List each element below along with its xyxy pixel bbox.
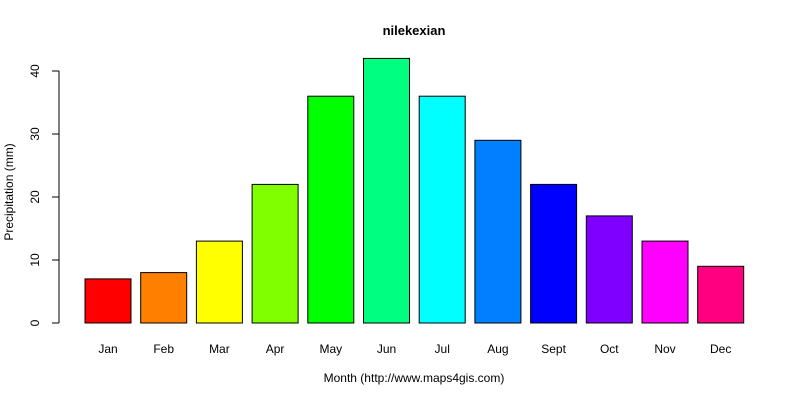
y-tick-label: 40 bbox=[28, 64, 42, 78]
x-tick-label: Aug bbox=[487, 342, 508, 356]
y-axis-label: Precipitation (mm) bbox=[2, 143, 16, 240]
x-tick-label: May bbox=[319, 342, 342, 356]
chart-title: nilekexian bbox=[383, 23, 446, 38]
x-tick-label: Jul bbox=[435, 342, 450, 356]
bar-mar bbox=[195, 240, 243, 324]
y-tick-label: 20 bbox=[28, 190, 42, 204]
bar-aug bbox=[474, 139, 522, 324]
y-tick-label: 10 bbox=[28, 253, 42, 267]
x-tick-label: Sept bbox=[541, 342, 566, 356]
y-axis: 0 10 20 30 40 bbox=[28, 64, 60, 326]
bar-dec bbox=[697, 265, 745, 324]
x-tick-label: Mar bbox=[209, 342, 230, 356]
x-tick-label: Feb bbox=[153, 342, 174, 356]
bar-oct bbox=[585, 215, 633, 324]
x-tick-label: Dec bbox=[710, 342, 731, 356]
bar-apr bbox=[251, 183, 299, 324]
bar-jan bbox=[84, 278, 132, 324]
bar-nov bbox=[641, 240, 689, 324]
bar-jun bbox=[363, 57, 410, 324]
bar-jul bbox=[418, 95, 466, 324]
bar-may bbox=[307, 95, 355, 324]
x-tick-labels: Jan Feb Mar Apr May Jun Jul Aug Sept Oct Nov Dec bbox=[98, 342, 731, 356]
x-tick-label: Apr bbox=[266, 342, 285, 356]
x-tick-label: Oct bbox=[600, 342, 619, 356]
y-tick-label: 0 bbox=[28, 319, 42, 326]
x-tick-label: Nov bbox=[654, 342, 675, 356]
x-axis-label: Month (http://www.maps4gis.com) bbox=[324, 371, 505, 385]
bar-sept bbox=[530, 183, 578, 324]
y-tick-label: 30 bbox=[28, 127, 42, 141]
x-tick-label: Jun bbox=[377, 342, 396, 356]
bars-group bbox=[84, 57, 745, 324]
bar-feb bbox=[140, 272, 188, 324]
x-tick-label: Jan bbox=[98, 342, 117, 356]
